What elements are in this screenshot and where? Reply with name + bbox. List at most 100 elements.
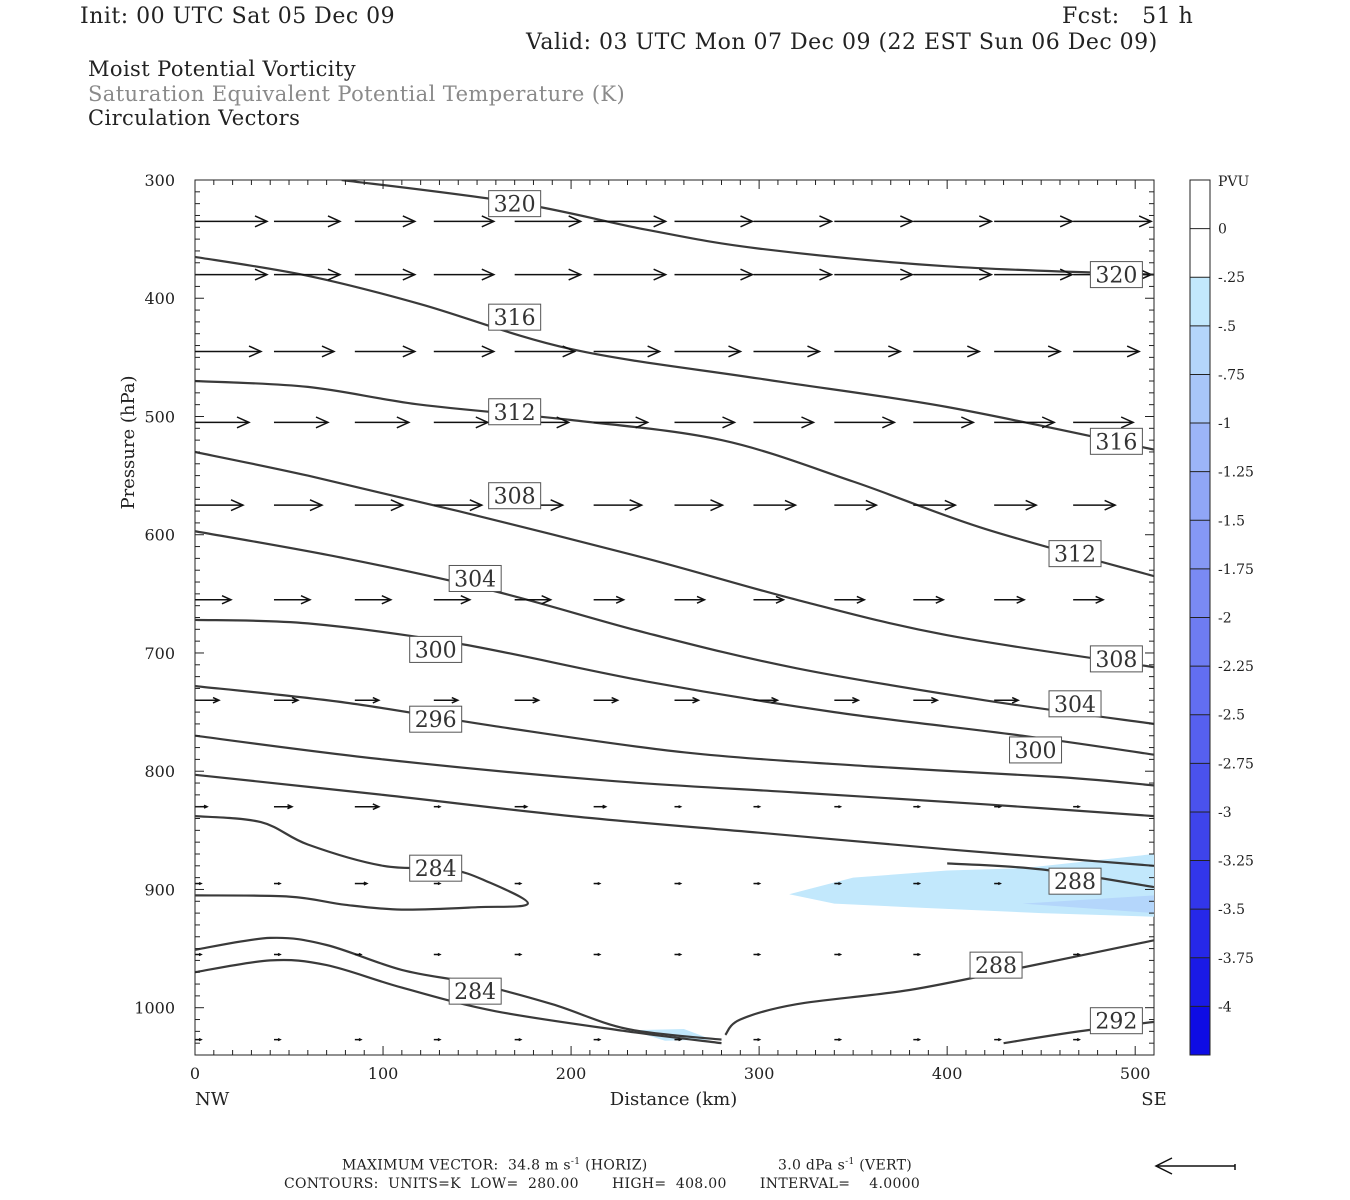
vector-arrow xyxy=(753,805,762,809)
vector-arrow xyxy=(433,805,442,809)
contour-label-box xyxy=(1048,867,1102,895)
vector-arrow xyxy=(753,881,762,886)
vector-arrow xyxy=(1073,416,1135,429)
contour-296-6 xyxy=(195,685,1154,787)
vector-arrow xyxy=(753,595,786,604)
nw-label: NW xyxy=(195,1089,230,1110)
vector-arrow xyxy=(593,268,668,281)
vector-arrow xyxy=(195,268,269,281)
y-tick-label: 1000 xyxy=(134,999,175,1018)
vector-arrow xyxy=(753,952,762,957)
vector-arrow xyxy=(913,595,946,604)
vector-arrow xyxy=(273,952,282,957)
vector-arrow xyxy=(1073,215,1153,228)
vector-arrow xyxy=(913,215,994,228)
vector-arrow xyxy=(913,345,982,358)
vector-arrow xyxy=(994,345,1062,358)
colorbar-label: -3.5 xyxy=(1218,902,1245,918)
colorbar-swatch xyxy=(1190,1006,1210,1056)
contour-280-13 xyxy=(195,958,722,1045)
vector-arrow xyxy=(1073,499,1117,511)
colorbar-swatch xyxy=(1190,568,1210,618)
vector-arrow xyxy=(593,345,662,358)
colorbar-swatch xyxy=(1190,325,1210,375)
vector-arrow xyxy=(273,803,294,810)
vector-arrow xyxy=(834,696,861,704)
vector-arrow xyxy=(273,1038,282,1042)
contour-308-3 xyxy=(195,450,1154,669)
vector-arrow xyxy=(593,1038,602,1042)
contour-label: 308 xyxy=(494,485,536,510)
contour-label: 296 xyxy=(415,708,457,733)
x-tick-label: 300 xyxy=(744,1064,775,1083)
vector-arrow xyxy=(674,345,743,358)
vector-arrow xyxy=(433,268,496,281)
contour-288-10 xyxy=(947,862,1154,889)
vector-arrow xyxy=(994,696,1020,704)
vector-arrow xyxy=(753,268,834,281)
vector-arrow xyxy=(354,595,393,605)
vector-arrow xyxy=(994,805,1002,809)
contour-284-9 xyxy=(195,815,529,911)
vector-arrow xyxy=(834,805,843,809)
vector-arrow xyxy=(834,416,897,429)
vector-arrow xyxy=(674,805,683,809)
vector-arrow xyxy=(834,595,867,604)
vector-arrow xyxy=(433,696,460,704)
vector-arrow xyxy=(195,416,251,429)
colorbar-swatch xyxy=(1190,860,1210,910)
vector-arrow xyxy=(433,345,496,358)
contour-label-box xyxy=(488,398,542,426)
max-vector-text: MAXIMUM VECTOR: 34.8 m s xyxy=(342,1157,571,1174)
vector-arrow xyxy=(674,696,701,704)
vector-arrow xyxy=(913,696,940,704)
init-time: Init: 00 UTC Sat 05 Dec 09 xyxy=(80,4,396,29)
contour-label-box xyxy=(488,190,542,218)
vector-arrow xyxy=(1073,595,1105,604)
vector-arrow xyxy=(514,1038,523,1042)
contour-288-11 xyxy=(724,939,1154,1036)
colorbar-swatch xyxy=(1190,909,1210,959)
colorbar-swatch xyxy=(1190,666,1210,716)
vector-arrow xyxy=(994,215,1074,228)
vector-arrow xyxy=(674,952,683,957)
colorbar-swatch xyxy=(1190,617,1210,667)
contour-label: 316 xyxy=(1095,430,1137,455)
x-tick-label: 500 xyxy=(1120,1064,1151,1083)
contour-label: 320 xyxy=(494,193,536,218)
vector-arrow xyxy=(514,268,583,281)
contour-label-box xyxy=(1089,427,1143,455)
contour-label: 312 xyxy=(494,401,536,426)
vector-arrow xyxy=(753,215,834,228)
vector-arrow xyxy=(1154,596,1184,603)
vector-arrow xyxy=(195,952,203,957)
vector-arrow xyxy=(593,804,608,809)
vector-arrow xyxy=(834,345,903,358)
vector-arrow xyxy=(273,881,282,886)
vector-arrow xyxy=(354,416,411,429)
contour-label: 284 xyxy=(454,980,496,1005)
contour-label-box xyxy=(1009,736,1063,764)
vector-arrow xyxy=(354,952,363,957)
pv-shade-1 xyxy=(1022,895,1154,914)
contour-304-4 xyxy=(195,530,1154,725)
colorbar-label: -.25 xyxy=(1218,270,1245,286)
colorbar-swatch xyxy=(1190,520,1210,570)
colorbar-label: -3.25 xyxy=(1218,854,1254,870)
vector-arrow xyxy=(593,881,602,886)
plot-frame xyxy=(194,179,1155,1056)
contour-312-2 xyxy=(195,379,1154,578)
vector-arrow xyxy=(195,499,245,512)
vector-arrow xyxy=(994,595,1026,604)
vector-arrow xyxy=(273,696,300,704)
vector-arrow xyxy=(514,881,523,886)
vector-arrow xyxy=(195,1038,203,1042)
y-tick-label: 400 xyxy=(144,289,175,308)
contour-label: 308 xyxy=(1095,648,1137,673)
vector-arrow xyxy=(593,499,644,512)
vector-arrow xyxy=(514,696,541,704)
vector-arrow xyxy=(354,215,417,228)
vector-arrow xyxy=(674,881,683,886)
vector-arrow xyxy=(433,215,496,228)
contour-label-box xyxy=(409,635,463,663)
